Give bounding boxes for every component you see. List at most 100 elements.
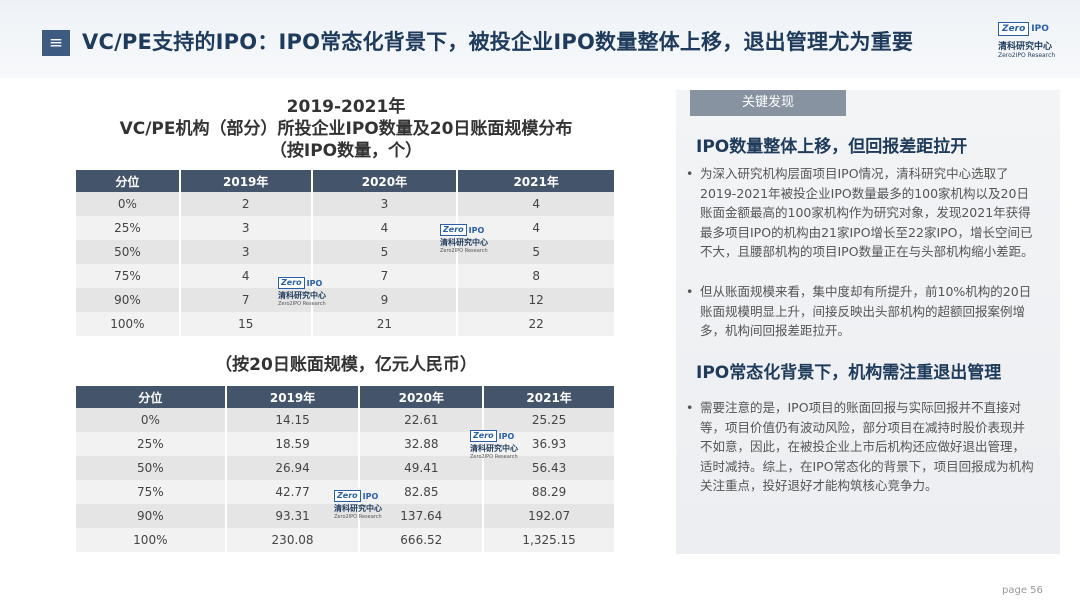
table-cell: 22.61	[359, 408, 485, 432]
col-header-2021: 2021年	[457, 170, 616, 192]
table-cell: 90%	[76, 288, 181, 312]
watermark-cn-text: 清科研究中心	[440, 238, 488, 247]
table-row: 25% 3 4 4	[76, 216, 616, 240]
table-cell: 82.85	[359, 480, 485, 504]
table-cell: 100%	[76, 312, 181, 336]
table-cell: 7	[311, 264, 459, 288]
slide-header: ≡ VC/PE支持的IPO：IPO常态化背景下，被投企业IPO数量整体上移，退出…	[0, 0, 1080, 78]
logo-zero-text: Zero	[998, 22, 1030, 36]
table-row: 90% 93.31 137.64 192.07	[76, 504, 616, 528]
table-cell: 12	[457, 288, 616, 312]
table-row: 90% 7 9 12	[76, 288, 616, 312]
table-row: 0% 14.15 22.61 25.25	[76, 408, 616, 432]
table-cell: 32.88	[359, 432, 485, 456]
table-cell: 18.59	[225, 432, 361, 456]
finding-bullet-2: 但从账面规模来看，集中度却有所提升，前10%机构的20日账面规模明显上升，间接反…	[684, 282, 1036, 341]
table-cell: 666.52	[359, 528, 485, 552]
watermark-cn-text: 清科研究中心	[334, 504, 382, 513]
table-cell: 75%	[76, 480, 227, 504]
zero2ipo-logo: Zero IPO 清科研究中心 Zero2IPO Research	[998, 22, 1060, 59]
watermark-logo: Zero IPO 清科研究中心 Zero2IPO Research	[278, 277, 334, 307]
watermark-ipo-text: IPO	[468, 225, 485, 235]
watermark-en-text: Zero2IPO Research	[334, 514, 382, 520]
table-cell: 230.08	[225, 528, 361, 552]
watermark-en-text: Zero2IPO Research	[470, 454, 518, 460]
watermark-en-text: Zero2IPO Research	[278, 301, 326, 307]
col-header-percentile: 分位	[76, 170, 181, 192]
table-cell: 3	[311, 192, 459, 216]
table-cell: 100%	[76, 528, 227, 552]
slide-title: VC/PE支持的IPO：IPO常态化背景下，被投企业IPO数量整体上移，退出管理…	[82, 30, 914, 54]
table-cell: 56.43	[483, 456, 616, 480]
col-header-2020: 2020年	[311, 170, 459, 192]
table-cell: 4	[311, 216, 459, 240]
watermark-logo: Zero IPO 清科研究中心 Zero2IPO Research	[470, 430, 526, 460]
table-row: 0% 2 3 4	[76, 192, 616, 216]
watermark-logo: Zero IPO 清科研究中心 Zero2IPO Research	[440, 224, 496, 254]
watermark-cn-text: 清科研究中心	[278, 291, 326, 300]
table-header-row: 分位 2019年 2020年 2021年	[76, 170, 616, 192]
table-cell: 49.41	[359, 456, 485, 480]
watermark-zero-text: Zero	[470, 430, 497, 442]
table-row: 100% 15 21 22	[76, 312, 616, 336]
col-header-2019: 2019年	[179, 170, 313, 192]
table-cell: 93.31	[225, 504, 361, 528]
table-row: 50% 3 5 5	[76, 240, 616, 264]
table-cell: 50%	[76, 456, 227, 480]
table-cell: 9	[311, 288, 459, 312]
table-cell: 26.94	[225, 456, 361, 480]
watermark-cn-text: 清科研究中心	[470, 444, 518, 453]
logo-cn-text: 清科研究中心	[998, 42, 1053, 52]
table-cell: 8	[457, 264, 616, 288]
page-number: page 56	[1002, 585, 1043, 596]
watermark-zero-text: Zero	[334, 490, 361, 502]
watermark-zero-text: Zero	[440, 224, 467, 236]
table1-title-line2: VC/PE机构（部分）所投企业IPO数量及20日账面规模分布	[119, 119, 573, 139]
table1-title-line1: 2019-2021年	[286, 97, 406, 117]
table-cell: 137.64	[359, 504, 485, 528]
table-row: 75% 4 7 8	[76, 264, 616, 288]
watermark-ipo-text: IPO	[306, 278, 323, 288]
table-cell: 15	[179, 312, 313, 336]
table-row: 25% 18.59 32.88 36.93	[76, 432, 616, 456]
table-row: 50% 26.94 49.41 56.43	[76, 456, 616, 480]
table-cell: 90%	[76, 504, 227, 528]
table-cell: 1,325.15	[483, 528, 616, 552]
logo-ipo-text: IPO	[1031, 24, 1049, 34]
table-cell: 4	[457, 216, 616, 240]
table2-title: （按20日账面规模，亿元人民币）	[215, 355, 477, 375]
finding-heading-1: IPO数量整体上移，但回报差距拉开	[696, 137, 968, 157]
table-cell: 22	[457, 312, 616, 336]
table-cell: 25%	[76, 432, 227, 456]
watermark-logo: Zero IPO 清科研究中心 Zero2IPO Research	[334, 490, 390, 520]
table-cell: 36.93	[483, 432, 616, 456]
table-cell: 3	[179, 216, 313, 240]
table-cell: 88.29	[483, 480, 616, 504]
table-cell: 0%	[76, 408, 227, 432]
table1-title-line3: （按IPO数量，个）	[269, 141, 423, 161]
finding-heading-2: IPO常态化背景下，机构需注重退出管理	[696, 363, 1002, 383]
table-cell: 2	[179, 192, 313, 216]
logo-en-text: Zero2IPO Research	[998, 52, 1056, 59]
col-header-2019: 2019年	[225, 386, 361, 408]
table-cell: 4	[457, 192, 616, 216]
table-cell: 0%	[76, 192, 181, 216]
menu-icon[interactable]: ≡	[42, 30, 70, 56]
table-cell: 192.07	[483, 504, 616, 528]
book-value-table: 分位 2019年 2020年 2021年 0% 14.15 22.61 25.25 2…	[76, 386, 616, 552]
finding-bullet-3: 需要注意的是，IPO项目的账面回报与实际回报并不直接对等，项目价值仍有波动风险，…	[684, 398, 1036, 496]
page-number-value: 56	[1030, 585, 1043, 596]
col-header-2020: 2020年	[359, 386, 485, 408]
table-cell: 14.15	[225, 408, 361, 432]
table-cell: 5	[457, 240, 616, 264]
table-header-row: 分位 2019年 2020年 2021年	[76, 386, 616, 408]
finding-bullet-1: 为深入研究机构层面项目IPO情况，清科研究中心选取了2019-2021年被投企业…	[684, 164, 1036, 262]
table-cell: 5	[311, 240, 459, 264]
col-header-percentile: 分位	[76, 386, 227, 408]
ipo-count-table: 分位 2019年 2020年 2021年 0% 2 3 4 25% 3 4 4 50% 3 5 5…	[76, 170, 616, 336]
watermark-en-text: Zero2IPO Research	[440, 248, 488, 254]
table1-title: 2019-2021年 VC/PE机构（部分）所投企业IPO数量及20日账面规模分…	[76, 96, 616, 162]
watermark-zero-text: Zero	[278, 277, 305, 289]
page-label: page	[1002, 585, 1027, 596]
watermark-ipo-text: IPO	[362, 491, 379, 501]
